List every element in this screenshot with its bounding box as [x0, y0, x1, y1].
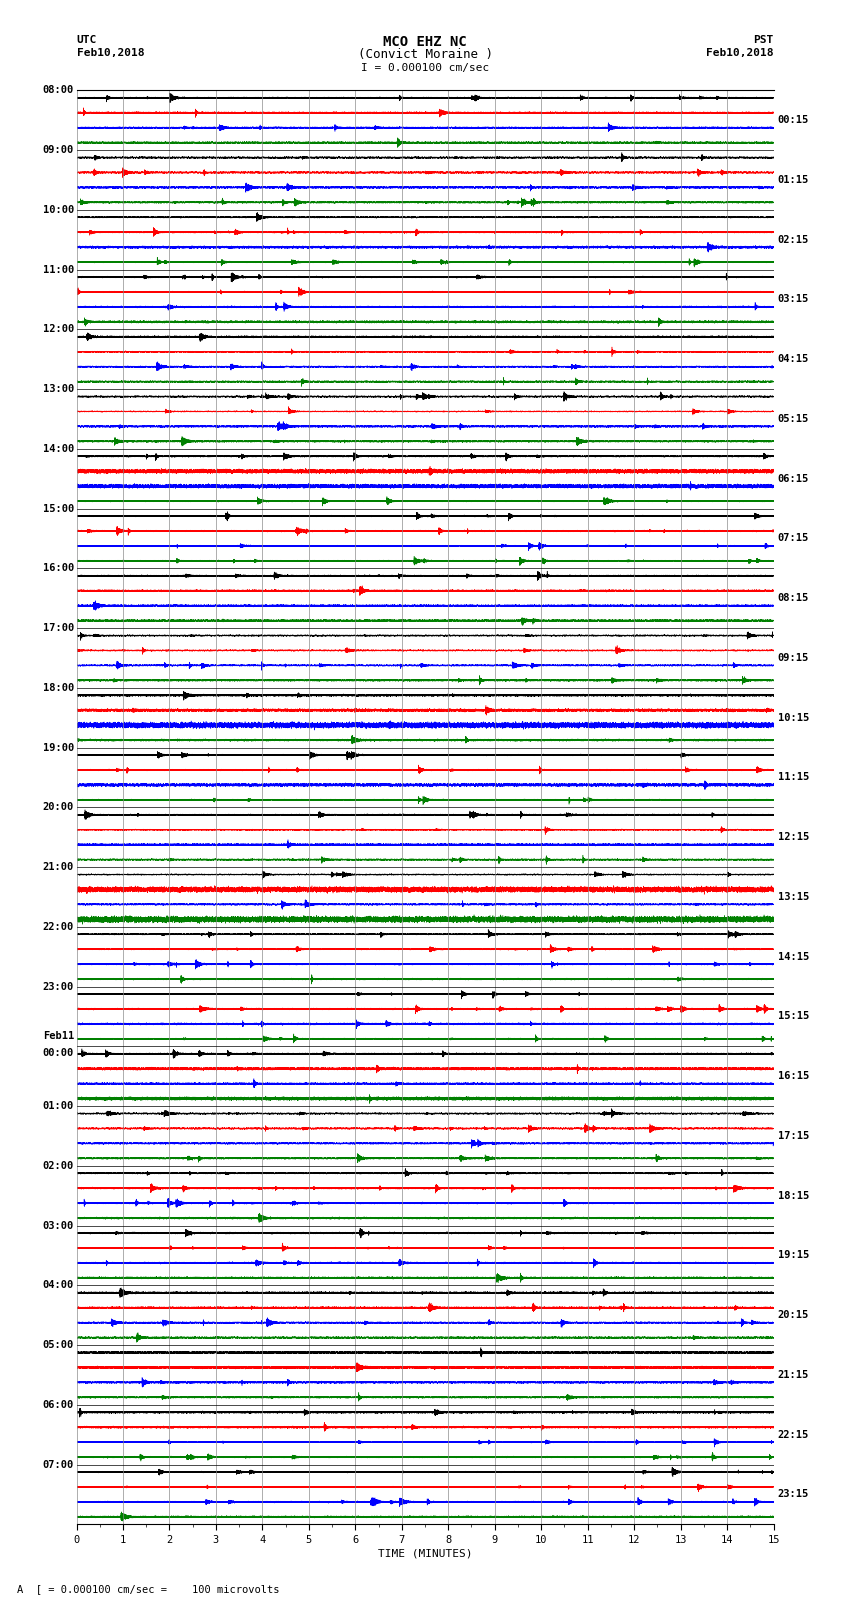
Text: 23:00: 23:00 [42, 982, 74, 992]
Text: 04:00: 04:00 [42, 1281, 74, 1290]
Text: 22:00: 22:00 [42, 921, 74, 932]
Text: 19:15: 19:15 [778, 1250, 809, 1260]
Text: 04:15: 04:15 [778, 355, 809, 365]
Text: 17:00: 17:00 [42, 623, 74, 632]
Text: 10:15: 10:15 [778, 713, 809, 723]
Text: 07:00: 07:00 [42, 1460, 74, 1469]
Text: 09:00: 09:00 [42, 145, 74, 155]
Text: 19:00: 19:00 [42, 742, 74, 753]
Text: 18:15: 18:15 [778, 1190, 809, 1200]
Text: 15:15: 15:15 [778, 1011, 809, 1021]
Text: 08:15: 08:15 [778, 594, 809, 603]
Text: 05:15: 05:15 [778, 415, 809, 424]
Text: 06:00: 06:00 [42, 1400, 74, 1410]
Text: 01:15: 01:15 [778, 174, 809, 185]
Text: 16:15: 16:15 [778, 1071, 809, 1081]
Text: Feb10,2018: Feb10,2018 [706, 48, 774, 58]
Text: 02:15: 02:15 [778, 235, 809, 245]
Text: 01:00: 01:00 [42, 1102, 74, 1111]
Text: 15:00: 15:00 [42, 503, 74, 513]
Text: 22:15: 22:15 [778, 1429, 809, 1440]
Text: 14:15: 14:15 [778, 952, 809, 961]
X-axis label: TIME (MINUTES): TIME (MINUTES) [377, 1548, 473, 1558]
Text: (Convict Moraine ): (Convict Moraine ) [358, 48, 492, 61]
Text: Feb10,2018: Feb10,2018 [76, 48, 144, 58]
Text: 14:00: 14:00 [42, 444, 74, 453]
Text: 03:15: 03:15 [778, 295, 809, 305]
Text: 10:00: 10:00 [42, 205, 74, 215]
Text: 06:15: 06:15 [778, 474, 809, 484]
Text: A  [ = 0.000100 cm/sec =    100 microvolts: A [ = 0.000100 cm/sec = 100 microvolts [17, 1584, 280, 1594]
Text: 13:00: 13:00 [42, 384, 74, 394]
Text: 03:00: 03:00 [42, 1221, 74, 1231]
Text: 07:15: 07:15 [778, 534, 809, 544]
Text: 16:00: 16:00 [42, 563, 74, 573]
Text: 18:00: 18:00 [42, 682, 74, 694]
Text: 17:15: 17:15 [778, 1131, 809, 1140]
Text: 11:00: 11:00 [42, 265, 74, 274]
Text: 13:15: 13:15 [778, 892, 809, 902]
Text: 00:00: 00:00 [42, 1048, 74, 1058]
Text: 21:15: 21:15 [778, 1369, 809, 1379]
Text: 12:00: 12:00 [42, 324, 74, 334]
Text: 23:15: 23:15 [778, 1489, 809, 1500]
Text: I = 0.000100 cm/sec: I = 0.000100 cm/sec [361, 63, 489, 73]
Text: MCO EHZ NC: MCO EHZ NC [383, 35, 467, 50]
Text: 02:00: 02:00 [42, 1161, 74, 1171]
Text: 05:00: 05:00 [42, 1340, 74, 1350]
Text: 20:00: 20:00 [42, 802, 74, 813]
Text: 09:15: 09:15 [778, 653, 809, 663]
Text: PST: PST [753, 35, 774, 45]
Text: 08:00: 08:00 [42, 85, 74, 95]
Text: 11:15: 11:15 [778, 773, 809, 782]
Text: Feb11: Feb11 [42, 1031, 74, 1042]
Text: 12:15: 12:15 [778, 832, 809, 842]
Text: 20:15: 20:15 [778, 1310, 809, 1319]
Text: 00:15: 00:15 [778, 115, 809, 126]
Text: UTC: UTC [76, 35, 97, 45]
Text: 21:00: 21:00 [42, 861, 74, 873]
